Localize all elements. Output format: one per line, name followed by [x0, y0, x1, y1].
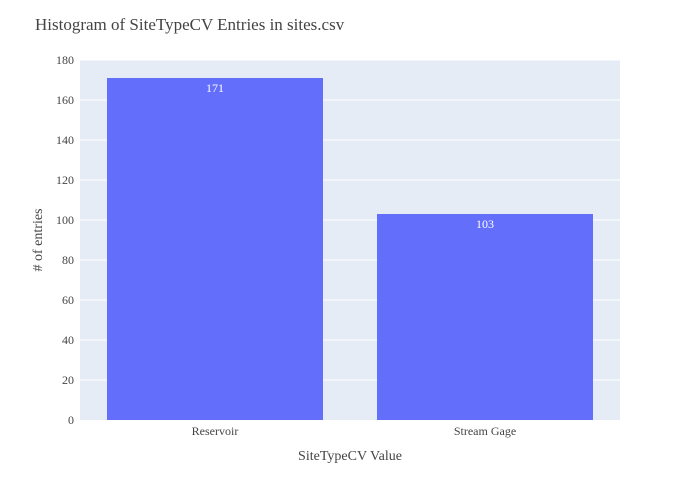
y-tick-label: 40	[62, 333, 74, 347]
y-tick-label: 0	[68, 413, 74, 427]
y-tick-label: 140	[56, 133, 74, 147]
y-axis-title: # of entries	[31, 209, 46, 272]
y-tick-label: 180	[56, 53, 74, 67]
x-tick-label: Stream Gage	[454, 424, 516, 438]
chart-title: Histogram of SiteTypeCV Entries in sites…	[35, 15, 345, 34]
bar-reservoir[interactable]	[107, 78, 323, 420]
bar-stream-gage[interactable]	[377, 214, 593, 420]
y-tick-label: 100	[56, 213, 74, 227]
y-tick-label: 160	[56, 93, 74, 107]
x-axis-title: SiteTypeCV Value	[298, 449, 402, 464]
y-tick-label: 120	[56, 173, 74, 187]
bar-value-label: 103	[476, 217, 494, 231]
bars: 171 103	[107, 78, 593, 420]
y-axis-ticks: 0 20 40 60 80 100 120 140 160 180	[56, 53, 74, 427]
x-axis-ticks: Reservoir Stream Gage	[192, 424, 516, 438]
y-tick-label: 60	[62, 293, 74, 307]
y-tick-label: 20	[62, 373, 74, 387]
x-tick-label: Reservoir	[192, 424, 239, 438]
bar-value-label: 171	[206, 81, 224, 95]
y-tick-label: 80	[62, 253, 74, 267]
